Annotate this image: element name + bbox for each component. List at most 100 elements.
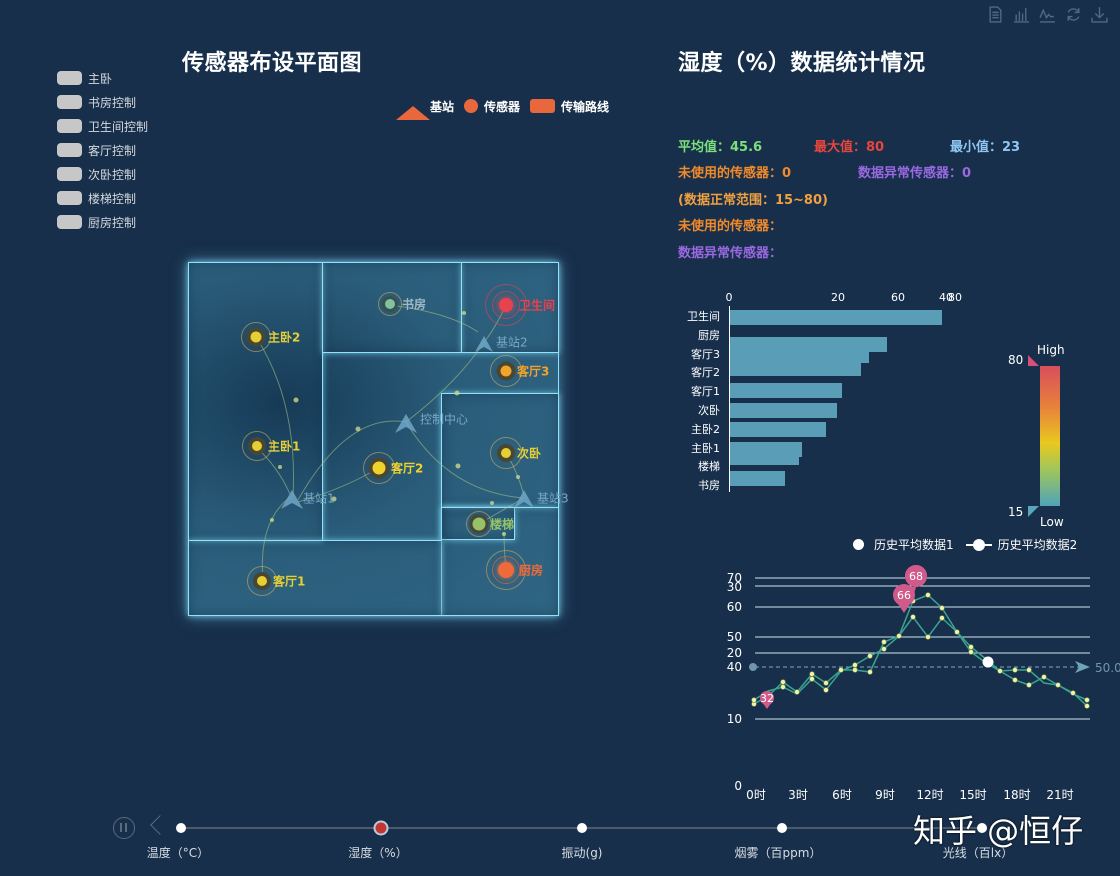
timeline-label[interactable]: 温度（°C） bbox=[146, 846, 210, 860]
toggle-switch[interactable] bbox=[57, 143, 82, 157]
timeline-point-smoke[interactable] bbox=[777, 823, 787, 833]
bar-living-room-1[interactable] bbox=[730, 383, 842, 398]
legend-series-1[interactable]: 历史平均数据1 bbox=[853, 536, 954, 553]
toggle-switch[interactable] bbox=[57, 71, 82, 85]
toggle-switch[interactable] bbox=[57, 215, 82, 229]
legend-station[interactable]: 基站 bbox=[396, 92, 454, 120]
prev-chevron-icon[interactable] bbox=[150, 815, 170, 835]
sensor-stairs[interactable] bbox=[472, 517, 486, 531]
avg-label: 平均值： bbox=[678, 139, 731, 155]
sensor-living-room-2[interactable] bbox=[372, 461, 386, 475]
bar-living-room-2[interactable] bbox=[730, 362, 861, 376]
max-label: 最大值： bbox=[814, 139, 867, 155]
bar-category: 客厅2 bbox=[691, 366, 720, 379]
toggle-switch[interactable] bbox=[57, 167, 82, 181]
toggle-label: 卫生间控制 bbox=[88, 119, 149, 134]
toolbox bbox=[987, 6, 1108, 23]
y-tick: 20 bbox=[726, 646, 742, 660]
abnormal-stat: 数据异常传感器：0 bbox=[858, 162, 971, 181]
bar-master-bedroom-2[interactable] bbox=[730, 422, 826, 437]
sensor-master-bedroom-1[interactable] bbox=[252, 441, 262, 451]
unused-value: 0 bbox=[782, 166, 792, 182]
legend-series-1-label: 历史平均数据1 bbox=[874, 538, 954, 552]
legend-route[interactable]: 传输路线 bbox=[530, 98, 609, 115]
toggle-bathroom-control[interactable]: 卫生间控制 bbox=[57, 114, 148, 138]
x-tick: 6时 bbox=[832, 788, 852, 802]
visual-map-upper-handle[interactable] bbox=[1028, 355, 1039, 366]
sensor-study[interactable] bbox=[385, 299, 395, 309]
bar-stairs[interactable] bbox=[730, 456, 799, 465]
bar-living-room-3b[interactable] bbox=[730, 350, 869, 363]
sensor-second-bedroom[interactable] bbox=[501, 448, 511, 458]
abnormal-label: 数据异常传感器： bbox=[858, 166, 963, 182]
floorplan-title: 传感器布设平面图 bbox=[182, 51, 363, 76]
toggle-label: 书房控制 bbox=[88, 95, 137, 110]
timeline-point-light[interactable] bbox=[977, 823, 987, 833]
restore-icon[interactable] bbox=[1065, 6, 1082, 23]
max-value: 80 bbox=[866, 139, 885, 155]
bar-master-bedroom-1[interactable] bbox=[730, 442, 802, 457]
timeline-point-vibration[interactable] bbox=[577, 823, 587, 833]
toggle-label: 客厅控制 bbox=[88, 143, 137, 158]
line-chart-legend: 历史平均数据1 历史平均数据2 bbox=[853, 536, 1089, 553]
x-tick: 12时 bbox=[916, 788, 944, 802]
timeline-label[interactable]: 烟雾（百ppm） bbox=[734, 846, 822, 860]
sensor-master-bedroom-2[interactable] bbox=[250, 331, 262, 343]
legend-sensor[interactable]: 传感器 bbox=[464, 98, 520, 115]
data-view-icon[interactable] bbox=[987, 6, 1004, 23]
bar-bathroom[interactable] bbox=[730, 310, 942, 325]
toggle-switch[interactable] bbox=[57, 119, 82, 133]
x-tick: 18时 bbox=[1003, 788, 1031, 802]
svg-text:66: 66 bbox=[897, 589, 911, 602]
sensor-label: 客厅2 bbox=[391, 461, 424, 476]
sensor-icon bbox=[464, 99, 479, 113]
save-image-icon[interactable] bbox=[1091, 6, 1108, 23]
timeline-point-temperature[interactable] bbox=[176, 823, 186, 833]
sensor-living-room-3[interactable] bbox=[500, 365, 512, 377]
bar-second-bedroom[interactable] bbox=[730, 403, 837, 418]
sensor-kitchen[interactable] bbox=[498, 562, 514, 578]
unused-sensor-list-label: 未使用的传感器： bbox=[678, 219, 783, 235]
toggle-label: 主卧 bbox=[88, 71, 113, 86]
sensor-bathroom[interactable] bbox=[499, 298, 513, 312]
bar-study[interactable] bbox=[730, 471, 785, 486]
bar-living-room-3[interactable] bbox=[730, 337, 887, 352]
normal-range: (数据正常范围：15~80) bbox=[678, 192, 828, 208]
mark-line-value: 50.04 bbox=[1095, 661, 1120, 675]
x-tick: 9时 bbox=[875, 788, 895, 802]
sensor-label: 厨房 bbox=[519, 563, 544, 578]
line-chart-plot: 50.04 68 66 32 bbox=[749, 565, 1120, 720]
y-tick: 10 bbox=[726, 712, 742, 726]
sensor-living-room-1[interactable] bbox=[257, 576, 267, 586]
toggle-switch[interactable] bbox=[57, 191, 82, 205]
toggle-stairs-control[interactable]: 楼梯控制 bbox=[57, 186, 148, 210]
x-tick: 80 bbox=[948, 291, 962, 304]
timeline-point-humidity[interactable] bbox=[373, 820, 389, 836]
toggle-second-bedroom-control[interactable]: 次卧控制 bbox=[57, 162, 148, 186]
timeline-label[interactable]: 振动(g) bbox=[561, 846, 603, 860]
sensor-label: 次卧 bbox=[517, 446, 542, 461]
y-axis-line bbox=[729, 306, 730, 492]
stats-panel: 平均值：45.6 最大值：80 最小值：23 未使用的传感器：0 数据异常传感器… bbox=[678, 132, 1020, 265]
timeline: 温度（°C） 湿度（%） 振动(g) 烟雾（百ppm） 光线（百lx） bbox=[0, 810, 1120, 870]
bar-category: 次卧 bbox=[698, 404, 720, 417]
pause-button[interactable] bbox=[113, 817, 135, 839]
toggle-kitchen-control[interactable]: 厨房控制 bbox=[57, 210, 148, 234]
floorplan-legend: 基站 传感器 传输路线 bbox=[396, 92, 619, 120]
visual-map-lower-handle[interactable] bbox=[1028, 506, 1039, 517]
toggle-master-bedroom[interactable]: 主卧 bbox=[57, 66, 148, 90]
y-tick: 30 bbox=[726, 580, 742, 594]
visual-map-gradient[interactable] bbox=[1040, 366, 1060, 506]
timeline-label[interactable]: 光线（百lx） bbox=[942, 846, 1014, 860]
line-chart-icon[interactable] bbox=[1039, 6, 1056, 23]
y-tick: 50 bbox=[726, 630, 742, 644]
timeline-label[interactable]: 湿度（%） bbox=[348, 846, 408, 860]
toggle-switch[interactable] bbox=[57, 95, 82, 109]
bar-chart-icon[interactable] bbox=[1013, 6, 1030, 23]
legend-series-2[interactable]: 历史平均数据2 bbox=[965, 536, 1077, 553]
toggle-living-room-control[interactable]: 客厅控制 bbox=[57, 138, 148, 162]
sensor-label: 书房 bbox=[402, 297, 427, 312]
station-icon bbox=[396, 106, 430, 120]
toggle-study-control[interactable]: 书房控制 bbox=[57, 90, 148, 114]
svg-text:32: 32 bbox=[760, 692, 774, 705]
